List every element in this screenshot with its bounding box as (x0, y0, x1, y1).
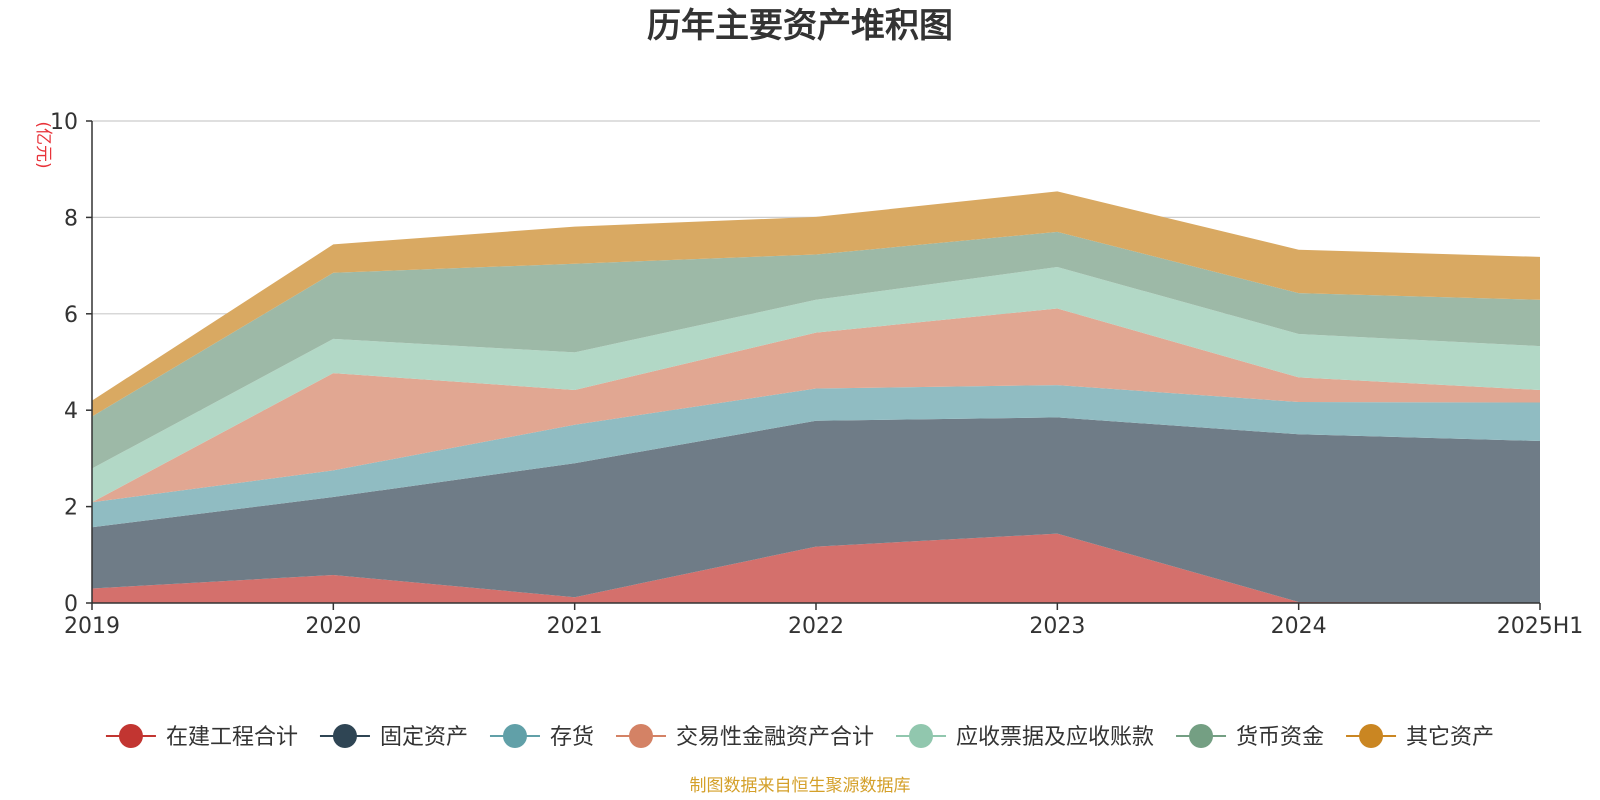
area-在建工程合计[interactable] (92, 533, 1540, 603)
area-交易性金融资产合计[interactable] (92, 308, 1540, 503)
y-axis-unit: (亿元) (33, 121, 53, 168)
legend-marker-icon (909, 724, 934, 748)
legend-label: 固定资产 (380, 725, 468, 750)
legend-label: 在建工程合计 (166, 725, 298, 750)
x-tick-label: 2022 (788, 614, 844, 639)
y-tick-label: 6 (64, 303, 78, 328)
y-tick-label: 10 (50, 110, 78, 135)
area-存货[interactable] (92, 385, 1540, 528)
legend-marker-icon (628, 724, 653, 748)
x-tick-label: 2021 (547, 614, 603, 639)
chart-title: 历年主要资产堆积图 (647, 6, 953, 46)
legend-label: 货币资金 (1236, 725, 1324, 750)
x-tick-label: 2020 (305, 614, 361, 639)
y-tick-label: 2 (64, 496, 78, 521)
x-tick-label: 2019 (64, 614, 120, 639)
legend-marker-icon (332, 724, 357, 748)
legend-marker-icon (1189, 724, 1214, 748)
area-其它资产[interactable] (92, 191, 1540, 417)
area-固定资产[interactable] (92, 417, 1540, 603)
y-tick-label: 0 (64, 592, 78, 617)
legend-marker-icon (1359, 724, 1384, 748)
x-tick-label: 2024 (1271, 614, 1327, 639)
legend-label: 交易性金融资产合计 (676, 725, 874, 750)
legend-marker-icon (118, 724, 143, 748)
area-应收票据及应收账款[interactable] (92, 267, 1540, 503)
legend-label: 应收票据及应收账款 (956, 725, 1154, 750)
legend-item[interactable]: 交易性金融资产合计 (615, 724, 874, 750)
legend-item[interactable]: 在建工程合计 (105, 724, 298, 750)
legend[interactable]: 在建工程合计 固定资产 存货 交易性金融资产合计 应收票据及应收账款 货币资金 其它资产 (105, 724, 1494, 750)
legend-label: 其它资产 (1406, 725, 1494, 750)
axes: 0 2 4 6 8 10 2019 2020 2021 2022 2023 2024 2025H1 (50, 110, 1583, 639)
x-tick-label: 2025H1 (1497, 614, 1584, 639)
x-tick-label: 2023 (1029, 614, 1085, 639)
legend-item[interactable]: 货币资金 (1176, 724, 1324, 750)
source-note: 制图数据来自恒生聚源数据库 (690, 776, 911, 796)
legend-item[interactable]: 应收票据及应收账款 (896, 724, 1154, 750)
legend-item[interactable]: 存货 (489, 724, 594, 750)
area-series (92, 191, 1540, 603)
legend-item[interactable]: 其它资产 (1346, 724, 1494, 750)
y-tick-label: 8 (64, 206, 78, 231)
y-tick-label: 4 (64, 399, 78, 424)
legend-marker-icon (502, 724, 527, 748)
legend-label: 存货 (550, 725, 594, 750)
area-货币资金[interactable] (92, 231, 1540, 469)
legend-item[interactable]: 固定资产 (319, 724, 468, 750)
